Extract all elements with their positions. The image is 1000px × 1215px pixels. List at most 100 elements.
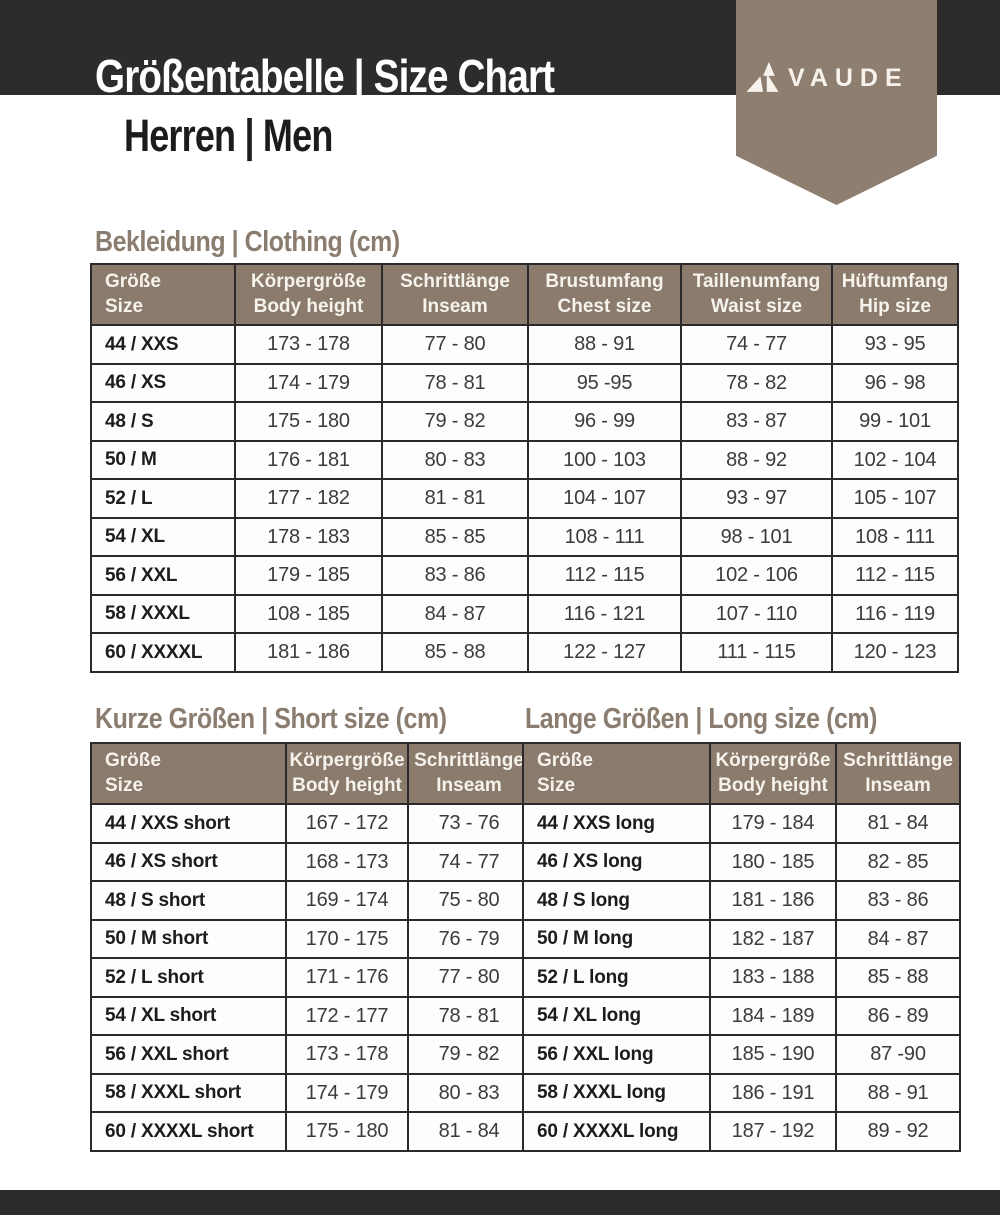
value-cell: 81 - 81: [381, 478, 529, 519]
value-cell: 83 - 86: [835, 880, 961, 921]
brand-ribbon: VAUDE: [736, 0, 937, 205]
size-cell: 46 / XS long: [522, 841, 711, 883]
size-cell: 54 / XL long: [522, 995, 711, 1037]
value-cell: 116 - 121: [527, 593, 682, 635]
value-cell: 85 - 88: [835, 957, 961, 998]
value-cell: 186 - 191: [709, 1072, 837, 1114]
value-cell: 85 - 85: [381, 516, 529, 558]
table-row: 56 / XXL short 173 - 178 79 - 82: [90, 1034, 531, 1075]
page-title: Größentabelle | Size Chart: [95, 50, 555, 102]
value-cell: 99 - 101: [831, 401, 959, 442]
section-heading-short-size: Kurze Größen | Short size (cm): [95, 703, 447, 735]
value-cell: 88 - 91: [527, 324, 682, 365]
table-row: 50 / M short 170 - 175 76 - 79: [90, 918, 531, 960]
size-cell: 54 / XL short: [90, 995, 287, 1037]
clothing-table-grid: Größe Size Körpergröße Body height Schrittlä…: [90, 262, 959, 673]
table-row: 46 / XS short 168 - 173 74 - 77: [90, 841, 531, 883]
table-row: 60 / XXXXL short 175 - 180 81 - 84: [90, 1111, 531, 1152]
value-cell: 96 - 98: [831, 362, 959, 404]
table-row: 56 / XXL long 185 - 190 87 -90: [522, 1034, 961, 1075]
value-cell: 100 - 103: [527, 439, 682, 481]
size-cell: 44 / XXS short: [90, 803, 287, 844]
value-cell: 177 - 182: [234, 478, 383, 519]
size-cell: 44 / XXS: [90, 324, 236, 365]
column-header: Brustumfang Chest size: [527, 262, 682, 327]
short-size-table-grid: Größe Size Körpergröße Body height Schrittlä…: [90, 741, 531, 1152]
size-cell: 48 / S short: [90, 880, 287, 921]
value-cell: 187 - 192: [709, 1111, 837, 1152]
bottom-black-bar: [0, 1190, 1000, 1215]
value-cell: 181 - 186: [234, 632, 383, 673]
value-cell: 95 -95: [527, 362, 682, 404]
table-row: 48 / S long 181 - 186 83 - 86: [522, 880, 961, 921]
column-header: Schrittlänge Inseam: [381, 262, 529, 327]
column-header: Größe Size: [522, 741, 711, 806]
value-cell: 96 - 99: [527, 401, 682, 442]
value-cell: 78 - 81: [381, 362, 529, 404]
column-header: Hüftumfang Hip size: [831, 262, 959, 327]
value-cell: 175 - 180: [285, 1111, 409, 1152]
value-cell: 84 - 87: [381, 593, 529, 635]
header-row: Größe Size Körpergröße Body height Schrittlä…: [90, 741, 531, 806]
table-row: 50 / M long 182 - 187 84 - 87: [522, 918, 961, 960]
value-cell: 78 - 81: [407, 995, 531, 1037]
table-row: 56 / XXL 179 - 185 83 - 86 112 - 115 102 - 1…: [90, 555, 959, 596]
table-row: 58 / XXXL 108 - 185 84 - 87 116 - 121 107 - …: [90, 593, 959, 635]
value-cell: 107 - 110: [680, 593, 833, 635]
table-row: 60 / XXXXL 181 - 186 85 - 88 122 - 127 111 -…: [90, 632, 959, 673]
table-row: 46 / XS 174 - 179 78 - 81 95 -95 78 - 82 96 -…: [90, 362, 959, 404]
size-cell: 60 / XXXXL long: [522, 1111, 711, 1152]
size-cell: 56 / XXL short: [90, 1034, 287, 1075]
column-header: Körpergröße Body height: [285, 741, 409, 806]
table-row: 48 / S short 169 - 174 75 - 80: [90, 880, 531, 921]
value-cell: 108 - 185: [234, 593, 383, 635]
value-cell: 86 - 89: [835, 995, 961, 1037]
value-cell: 75 - 80: [407, 880, 531, 921]
value-cell: 81 - 84: [407, 1111, 531, 1152]
value-cell: 93 - 97: [680, 478, 833, 519]
value-cell: 73 - 76: [407, 803, 531, 844]
value-cell: 102 - 106: [680, 555, 833, 596]
value-cell: 87 -90: [835, 1034, 961, 1075]
column-header: Größe Size: [90, 741, 287, 806]
value-cell: 84 - 87: [835, 918, 961, 960]
size-cell: 46 / XS short: [90, 841, 287, 883]
size-cell: 44 / XXS long: [522, 803, 711, 844]
value-cell: 111 - 115: [680, 632, 833, 673]
table-row: 54 / XL 178 - 183 85 - 85 108 - 111 98 - 101…: [90, 516, 959, 558]
size-cell: 48 / S long: [522, 880, 711, 921]
value-cell: 172 - 177: [285, 995, 409, 1037]
value-cell: 176 - 181: [234, 439, 383, 481]
value-cell: 82 - 85: [835, 841, 961, 883]
value-cell: 85 - 88: [381, 632, 529, 673]
value-cell: 79 - 82: [407, 1034, 531, 1075]
value-cell: 108 - 111: [527, 516, 682, 558]
table-row: 44 / XXS short 167 - 172 73 - 76: [90, 803, 531, 844]
value-cell: 173 - 178: [234, 324, 383, 365]
value-cell: 108 - 111: [831, 516, 959, 558]
column-header: Schrittlänge Inseam: [835, 741, 961, 806]
value-cell: 185 - 190: [709, 1034, 837, 1075]
value-cell: 79 - 82: [381, 401, 529, 442]
value-cell: 81 - 84: [835, 803, 961, 844]
column-header: Körpergröße Body height: [234, 262, 383, 327]
table-row: 54 / XL short 172 - 177 78 - 81: [90, 995, 531, 1037]
value-cell: 178 - 183: [234, 516, 383, 558]
size-cell: 54 / XL: [90, 516, 236, 558]
value-cell: 112 - 115: [831, 555, 959, 596]
value-cell: 93 - 95: [831, 324, 959, 365]
size-cell: 60 / XXXXL: [90, 632, 236, 673]
value-cell: 174 - 179: [234, 362, 383, 404]
table-row: 52 / L 177 - 182 81 - 81 104 - 107 93 - 97 10…: [90, 478, 959, 519]
size-cell: 46 / XS: [90, 362, 236, 404]
size-cell: 48 / S: [90, 401, 236, 442]
value-cell: 98 - 101: [680, 516, 833, 558]
size-cell: 60 / XXXXL short: [90, 1111, 287, 1152]
long-size-table: Größe Size Körpergröße Body height Schrittlä…: [522, 741, 961, 1152]
table-row: 50 / M 176 - 181 80 - 83 100 - 103 88 - 92 10…: [90, 439, 959, 481]
size-cell: 56 / XXL: [90, 555, 236, 596]
value-cell: 120 - 123: [831, 632, 959, 673]
size-cell: 52 / L short: [90, 957, 287, 998]
value-cell: 175 - 180: [234, 401, 383, 442]
